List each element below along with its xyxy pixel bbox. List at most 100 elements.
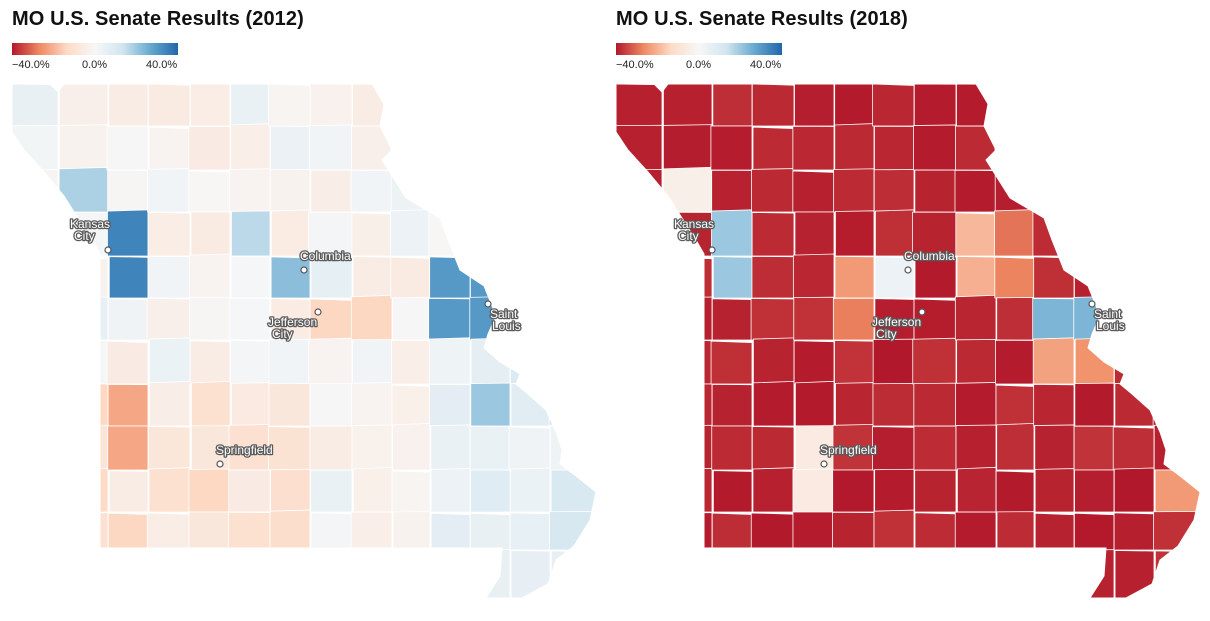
county-region xyxy=(914,549,957,598)
county-region xyxy=(792,170,835,213)
county-region xyxy=(270,256,311,299)
county-region xyxy=(430,424,471,471)
county-region xyxy=(190,380,231,427)
county-region xyxy=(392,297,431,341)
county-region xyxy=(1152,384,1200,427)
county-region xyxy=(12,84,59,127)
county-region xyxy=(509,467,551,513)
county-region xyxy=(392,549,431,598)
county-region xyxy=(350,294,393,341)
county-region xyxy=(469,211,511,257)
county-region xyxy=(509,256,551,299)
county-region xyxy=(390,209,431,257)
county-region xyxy=(188,125,231,171)
county-region xyxy=(190,211,231,257)
county-region xyxy=(309,425,353,471)
county-region xyxy=(996,549,1035,598)
city-marker xyxy=(484,300,492,308)
county-region xyxy=(190,84,231,127)
county-region xyxy=(994,209,1035,257)
county-region xyxy=(428,124,471,171)
legend-tick-min: −40.0% xyxy=(616,59,654,71)
county-region xyxy=(58,166,109,213)
county-region xyxy=(549,424,596,471)
county-region xyxy=(616,340,663,385)
county-region xyxy=(108,470,149,513)
county-region xyxy=(616,124,663,171)
county-region xyxy=(509,512,551,551)
county-region xyxy=(1034,168,1075,213)
county-region xyxy=(956,466,997,513)
city-label: Springfield xyxy=(216,443,273,457)
county-region xyxy=(189,296,231,341)
county-region xyxy=(834,549,875,598)
county-region xyxy=(955,424,997,471)
county-region xyxy=(148,380,191,427)
county-region xyxy=(391,470,431,513)
county-region xyxy=(508,123,551,171)
county-region xyxy=(752,126,795,171)
city-marker xyxy=(708,246,716,254)
county-region xyxy=(994,169,1035,213)
county-region xyxy=(751,168,795,213)
county-region xyxy=(711,512,753,551)
county-region xyxy=(470,469,511,513)
county-region xyxy=(147,212,191,257)
county-region xyxy=(391,384,431,427)
county-region xyxy=(107,547,149,598)
county-region xyxy=(148,337,191,385)
county-region xyxy=(710,340,753,385)
county-region xyxy=(12,340,59,385)
county-region xyxy=(309,124,353,171)
county-region xyxy=(510,210,551,257)
city-label: Jefferson City xyxy=(268,315,317,341)
county-region xyxy=(1114,210,1155,257)
county-region xyxy=(663,84,713,127)
county-region xyxy=(662,124,713,171)
county-region xyxy=(428,550,471,598)
county-region xyxy=(792,511,835,551)
county-region xyxy=(428,297,471,341)
county-region xyxy=(510,382,551,427)
county-region xyxy=(996,297,1035,341)
county-region xyxy=(995,339,1035,385)
county-region xyxy=(107,298,149,341)
city-label: Saint Louis xyxy=(490,307,521,333)
county-region xyxy=(470,84,511,127)
county-region xyxy=(913,84,957,127)
county-region xyxy=(1072,125,1115,171)
county-region xyxy=(1153,170,1200,213)
county-region xyxy=(430,168,471,213)
county-region xyxy=(711,425,753,471)
legend-tick-max: 40.0% xyxy=(146,59,178,71)
county-region xyxy=(711,547,753,598)
county-region xyxy=(712,84,753,127)
county-region xyxy=(148,126,191,171)
county-region xyxy=(391,339,431,385)
county-region xyxy=(146,512,191,551)
county-region xyxy=(548,384,596,427)
county-region xyxy=(268,338,311,385)
county-region xyxy=(12,426,59,471)
county-region xyxy=(835,210,875,257)
county-group xyxy=(12,84,596,598)
city-marker xyxy=(918,308,926,316)
county-region xyxy=(834,84,875,127)
county-region xyxy=(996,84,1035,127)
map-panel-2018: MO U.S. Senate Results (2018) −40.0% 0.0… xyxy=(604,0,1204,621)
county-region xyxy=(148,467,191,513)
county-region xyxy=(1032,550,1075,598)
city-label: Springfield xyxy=(820,443,877,457)
county-region xyxy=(57,511,109,551)
county-region xyxy=(57,339,109,385)
state-outline xyxy=(11,83,597,599)
county-region xyxy=(1153,424,1200,471)
county-region xyxy=(1113,467,1155,513)
county-region xyxy=(710,125,753,171)
county-region xyxy=(189,340,231,385)
county-region xyxy=(12,168,59,213)
county-region xyxy=(228,469,271,513)
county-region xyxy=(1074,469,1115,513)
county-region xyxy=(350,169,393,213)
county-region xyxy=(1114,382,1155,427)
